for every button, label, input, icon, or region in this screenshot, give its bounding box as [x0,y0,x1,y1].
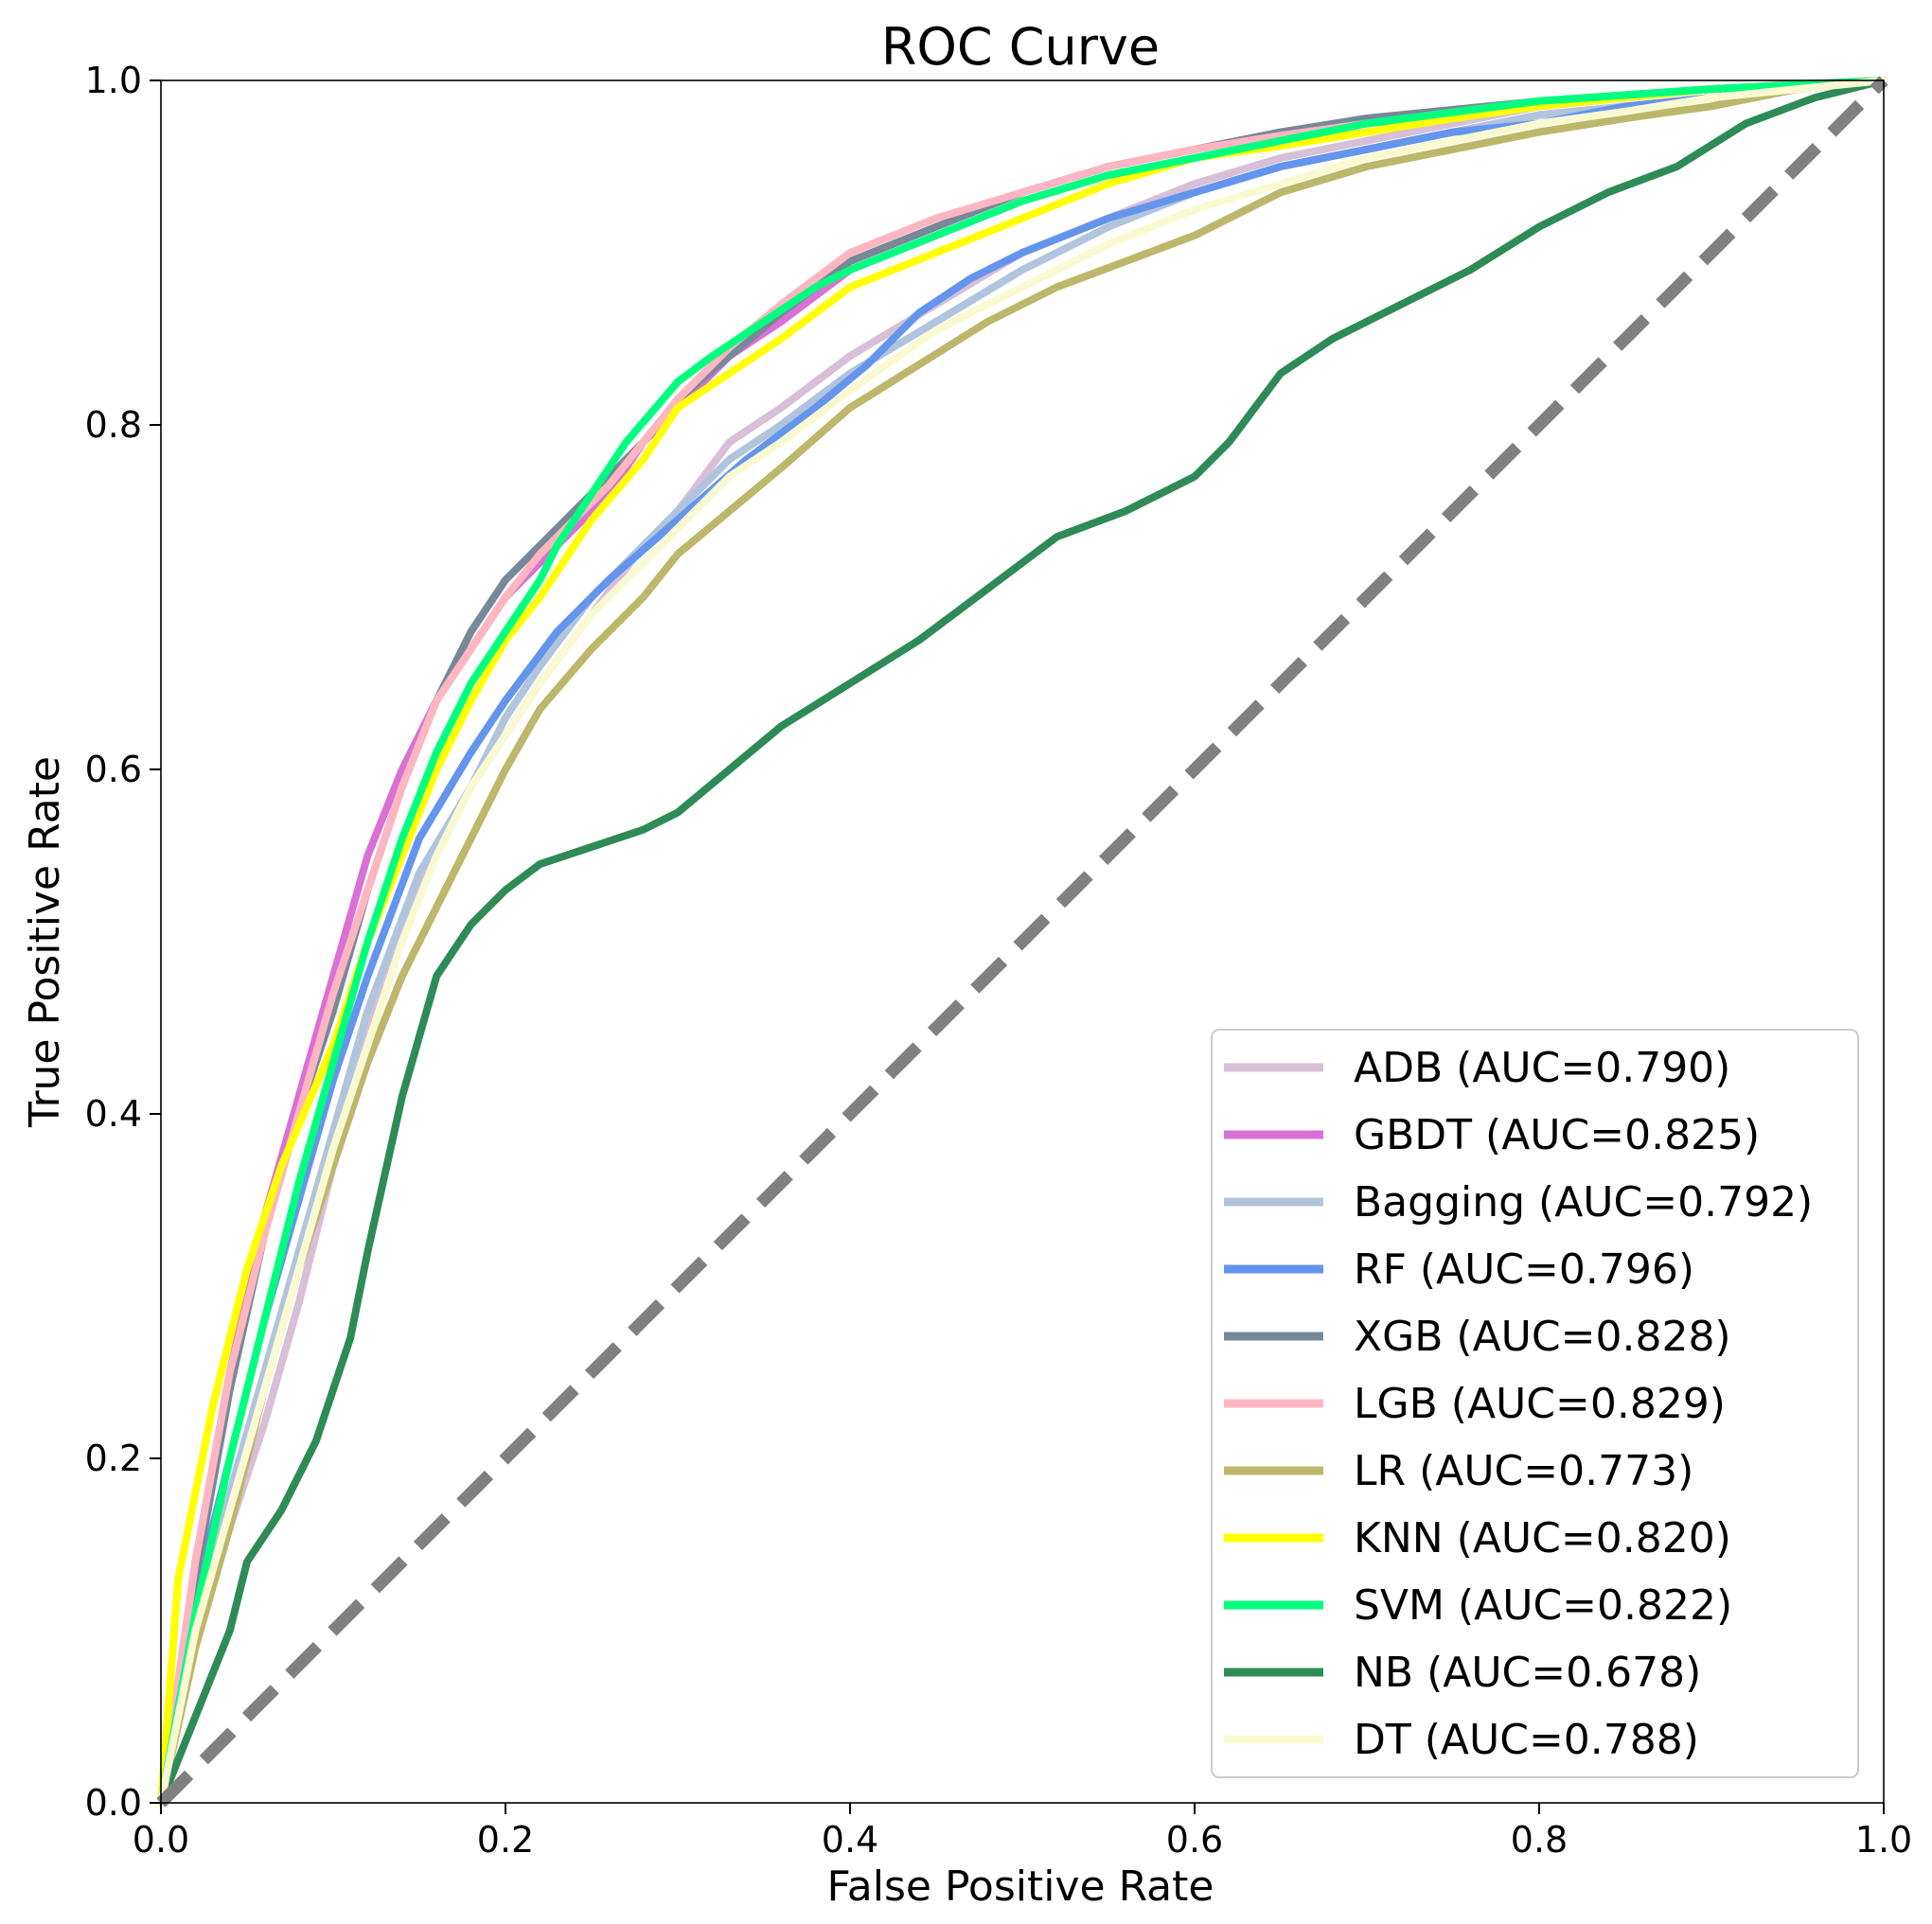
y-tick-label: 0.4 [85,1093,142,1135]
x-tick-label: 1.0 [1855,1819,1912,1861]
legend-label-svm: SVM (AUC=0.822) [1354,1581,1732,1630]
roc-curve-dt [157,77,1888,1807]
legend-frame [1211,1029,1859,1778]
roc-curve-lr [157,77,1888,1807]
x-tick-label: 0.8 [1511,1819,1568,1861]
x-tick-label: 0.2 [477,1819,534,1861]
legend-label-adb: ADB (AUC=0.790) [1354,1044,1730,1092]
x-tick-label: 0.4 [822,1819,878,1861]
roc-curve-svm [157,77,1888,1807]
x-axis-ticks: 0.0 0.2 0.4 0.6 0.8 1.0 [133,1803,1912,1861]
y-tick-label: 0.6 [85,749,142,790]
curves-layer [157,77,1888,1807]
legend-label-gbdt: GBDT (AUC=0.825) [1354,1111,1760,1159]
x-axis-label: False Positive Rate [827,1862,1214,1911]
y-axis-ticks: 0.0 0.2 0.4 0.6 0.8 1.0 [85,60,161,1824]
y-tick-label: 0.0 [85,1782,142,1824]
legend-items: ADB (AUC=0.790) GBDT (AUC=0.825) Bagging (… [1224,1044,1813,1764]
roc-curve-nb [157,77,1888,1807]
legend-label-lr: LR (AUC=0.773) [1354,1447,1693,1495]
legend-label-xgb: XGB (AUC=0.828) [1354,1313,1731,1361]
y-tick-label: 0.8 [85,404,142,446]
legend-label-nb: NB (AUC=0.678) [1354,1649,1701,1697]
x-tick-label: 0.0 [133,1819,189,1861]
legend-label-knn: KNN (AUC=0.820) [1354,1514,1731,1562]
plot-frame [160,79,1885,1804]
roc-curve-rf [157,77,1888,1807]
roc-curve-knn [157,77,1888,1807]
plot-area [156,76,1888,1808]
roc-curve-lgb [157,77,1888,1807]
legend: ADB (AUC=0.790) GBDT (AUC=0.825) Bagging (… [1211,1029,1859,1778]
chart-title: ROC Curve [881,17,1160,77]
legend-label-lgb: LGB (AUC=0.829) [1354,1380,1726,1428]
y-tick-label: 1.0 [85,60,142,101]
legend-label-rf: RF (AUC=0.796) [1354,1245,1694,1294]
legend-label-bagging: Bagging (AUC=0.792) [1354,1178,1813,1227]
y-axis-label: True Positive Rate [21,756,69,1128]
x-tick-label: 0.6 [1166,1819,1223,1861]
y-tick-label: 0.2 [85,1438,142,1479]
reference-diagonal-line [156,76,1888,1808]
legend-label-dt: DT (AUC=0.788) [1354,1716,1699,1764]
